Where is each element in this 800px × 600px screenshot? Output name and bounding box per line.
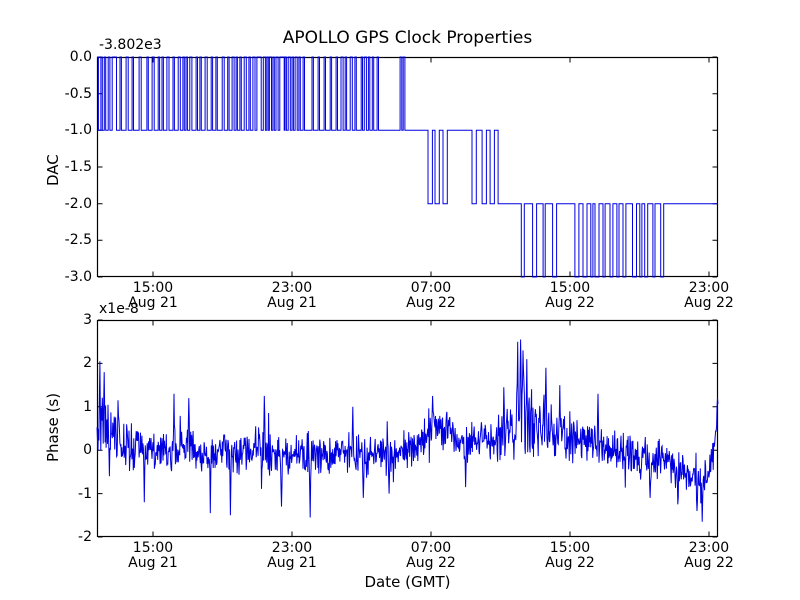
y-tick-label: -2 (78, 529, 92, 545)
x-tick-label: 15:00 Aug 22 (545, 280, 595, 311)
y-tick-label: 1 (83, 398, 92, 415)
y-tick-label: -1.0 (64, 122, 92, 139)
x-tick-label: 23:00 Aug 21 (267, 540, 317, 571)
phase-axis-multiplier-label: x1e-8 (99, 301, 139, 317)
phase-subplot: 15:00 Aug 21 23:00 Aug 21 07:00 Aug 22 15:00 Au… (78, 312, 734, 571)
dac-axis-offset-label: -3.802e3 (99, 37, 162, 53)
x-tick-label: 23:00 Aug 22 (684, 540, 734, 571)
dac-subplot: 15:00 Aug 21 23:00 Aug 21 07:00 Aug 22 15:00 Au… (65, 49, 734, 311)
y-tick-label: -3.0 (64, 269, 92, 285)
y-tick-label: -1.5 (64, 159, 92, 175)
dac-plot-canvas (96, 56, 719, 278)
x-tick-label: 07:00 Aug 22 (406, 280, 456, 311)
x-tick-label: 23:00 Aug 22 (684, 280, 734, 311)
chart-title: APOLLO GPS Clock Properties (282, 28, 533, 48)
y-tick-label: -0.5 (64, 85, 92, 102)
y-tick-label: -2.5 (64, 232, 92, 249)
x-tick-label: 15:00 Aug 21 (128, 540, 178, 571)
y-tick-label: 0.0 (69, 49, 92, 65)
phase-plot-canvas (96, 319, 719, 538)
y-tick-label: 2 (83, 355, 92, 372)
y-tick-label: -1 (78, 485, 92, 502)
y-tick-label: -2.0 (64, 195, 92, 212)
x-tick-label: 07:00 Aug 22 (406, 540, 456, 571)
y-tick-label: 3 (83, 312, 92, 328)
x-tick-label: 15:00 Aug 22 (545, 540, 595, 571)
phase-axis-label: Phase (s) (44, 392, 62, 462)
x-axis-label: Date (GMT) (364, 573, 451, 591)
y-tick-label: 0 (83, 442, 92, 459)
dac-axis-label: DAC (44, 154, 62, 186)
x-tick-label: 23:00 Aug 21 (267, 280, 317, 311)
